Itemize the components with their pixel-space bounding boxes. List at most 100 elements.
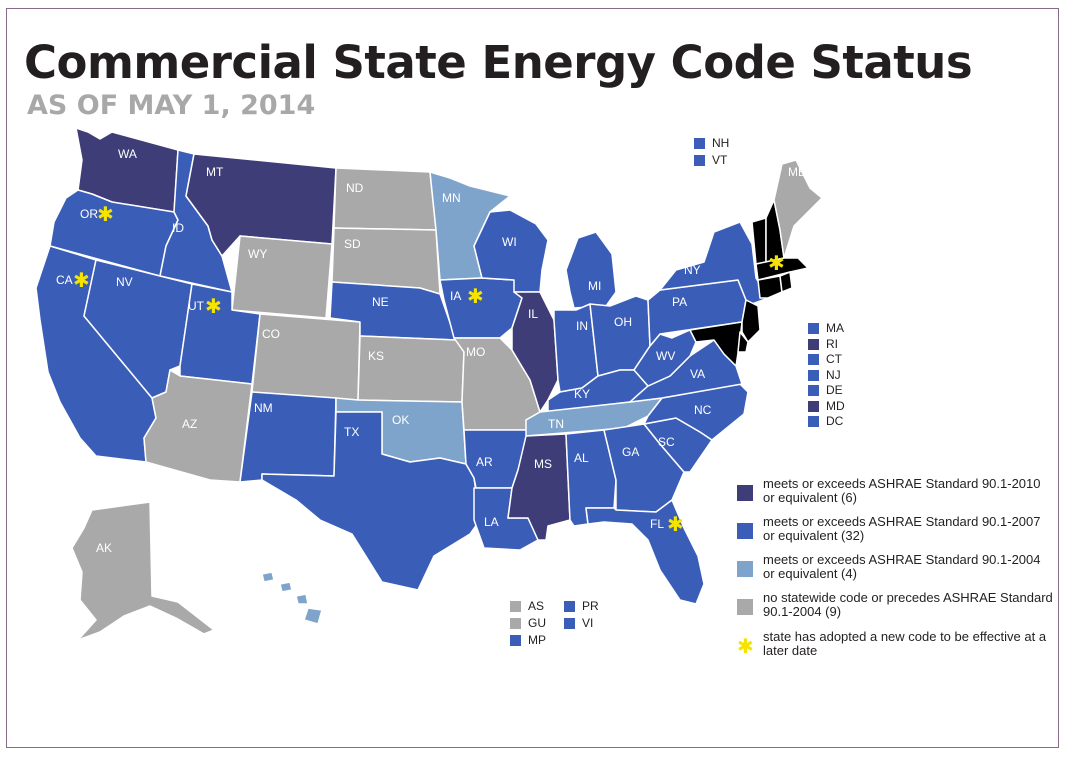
state-label-nv: NV	[116, 275, 133, 289]
box-label: GU	[528, 616, 546, 630]
asterisk-icon: ✱	[97, 202, 114, 226]
legend-text: meets or exceeds ASHRAE Standard 90.1-20…	[763, 514, 1041, 543]
state-label-va: VA	[690, 367, 705, 381]
state-label-mo: MO	[466, 345, 485, 359]
state-ks	[357, 335, 465, 403]
state-label-fl: FL	[650, 517, 664, 531]
state-label-ks: KS	[368, 349, 384, 363]
star-note-text: state has adopted a new code to be effec…	[763, 629, 1047, 658]
state-label-sd: SD	[344, 237, 361, 251]
state-label-nc: NC	[694, 403, 712, 417]
box-label: MD	[826, 398, 845, 413]
state-label-or: OR	[80, 207, 98, 221]
state-label-mt: MT	[206, 165, 224, 179]
state-nd	[333, 167, 437, 231]
box-label: VT	[712, 153, 728, 167]
asterisk-icon: ✱	[73, 268, 90, 292]
state-mi	[565, 231, 617, 309]
state-label-nd: ND	[346, 181, 364, 195]
state-tx	[261, 411, 481, 591]
swatch	[808, 369, 819, 381]
legend-text: no statewide code or precedes ASHRAE Sta…	[763, 590, 1053, 619]
state-ny	[659, 221, 769, 305]
asterisk-icon: ✱	[667, 512, 684, 536]
legend-swatch	[737, 599, 753, 615]
swatch	[808, 400, 819, 412]
state-label-ia: IA	[450, 289, 461, 303]
swatch	[510, 618, 521, 629]
state-label-wa: WA	[118, 147, 137, 161]
legend-item-c2010: meets or exceeds ASHRAE Standard 90.1-20…	[737, 477, 1057, 515]
state-label-wi: WI	[502, 235, 517, 249]
state-label-co: CO	[262, 327, 280, 341]
state-label-mn: MN	[442, 191, 461, 205]
box-label: DC	[826, 414, 844, 428]
state-ri	[779, 271, 793, 293]
map-title: Commercial State Energy Code Status	[24, 36, 973, 89]
asterisk-icon: ✱	[467, 284, 484, 308]
state-label-ca: CA	[56, 273, 73, 287]
legend-swatch	[737, 485, 753, 501]
box-label: NH	[712, 136, 730, 150]
state-label-ak: AK	[96, 541, 112, 555]
state-wv	[633, 329, 697, 387]
state-label-nm: NM	[254, 401, 273, 415]
legend-text: meets or exceeds ASHRAE Standard 90.1-20…	[763, 552, 1041, 581]
state-label-az: AZ	[182, 417, 197, 431]
box-label: RI	[826, 336, 838, 351]
state-ak	[71, 501, 215, 641]
state-label-ar: AR	[476, 455, 493, 469]
swatch	[694, 155, 705, 166]
legend-item-c2004: meets or exceeds ASHRAE Standard 90.1-20…	[737, 553, 1057, 591]
box-label: VI	[582, 616, 594, 630]
state-ct	[757, 275, 783, 299]
state-wy	[231, 235, 333, 319]
state-label-mi: MI	[588, 279, 601, 293]
state-label-la: LA	[484, 515, 499, 529]
state-label-ky: KY	[574, 387, 590, 401]
asterisk-icon: ✱	[205, 294, 222, 318]
box-label: MA	[826, 321, 844, 335]
legend-item-c2007: meets or exceeds ASHRAE Standard 90.1-20…	[737, 515, 1057, 553]
map-subtitle: AS OF MAY 1, 2014	[27, 90, 316, 121]
state-label-ms: MS	[534, 457, 552, 471]
state-label-al: AL	[574, 451, 589, 465]
box-label: AS	[528, 599, 545, 613]
swatch	[510, 635, 521, 646]
state-label-pa: PA	[672, 295, 687, 309]
box-label: PR	[582, 599, 599, 613]
swatch	[564, 618, 575, 629]
state-label-oh: OH	[614, 315, 632, 329]
box-label: CT	[826, 352, 842, 366]
state-nj	[741, 299, 761, 343]
state-label-in: IN	[576, 319, 588, 333]
state-label-ut: UT	[188, 299, 205, 313]
state-label-me: ME	[788, 165, 806, 179]
legend: meets or exceeds ASHRAE Standard 90.1-20…	[737, 477, 1057, 629]
swatch	[808, 338, 819, 350]
state-hi	[261, 571, 323, 625]
state-label-id: ID	[172, 221, 184, 235]
state-label-ny: NY	[684, 263, 701, 277]
swatch	[510, 601, 521, 612]
state-label-ne: NE	[372, 295, 389, 309]
state-label-il: IL	[528, 307, 538, 321]
state-label-wv: WV	[656, 349, 675, 363]
swatch	[694, 138, 705, 149]
swatch	[564, 601, 575, 612]
asterisk-icon: ✱	[768, 251, 785, 275]
state-label-sc: SC	[658, 435, 675, 449]
state-de	[737, 331, 749, 353]
state-label-hi: HI	[288, 605, 300, 619]
swatch	[808, 416, 819, 427]
state-label-tn: TN	[548, 417, 564, 431]
legend-swatch	[737, 561, 753, 577]
swatch	[808, 385, 819, 396]
swatch	[808, 354, 819, 365]
legend-text: meets or exceeds ASHRAE Standard 90.1-20…	[763, 476, 1041, 505]
state-label-wy: WY	[248, 247, 267, 261]
state-label-ok: OK	[392, 413, 409, 427]
box-label: DE	[826, 383, 843, 397]
swatch	[808, 323, 819, 334]
